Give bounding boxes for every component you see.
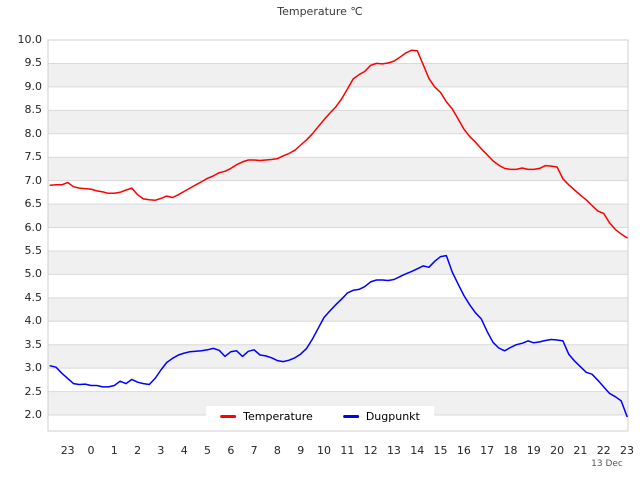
y-tick-label: 8.5	[24, 103, 43, 117]
temperature-line	[49, 49, 628, 239]
temperature-line-swatch	[220, 415, 237, 418]
plot-border	[47, 39, 629, 432]
y-tick-label: 4.0	[24, 314, 43, 328]
y-tick-label: 3.5	[24, 337, 43, 351]
y-tick-label: 4.5	[24, 290, 43, 304]
x-tick-label: 7	[250, 444, 258, 457]
x-tick-label: 0	[87, 444, 95, 457]
band	[48, 204, 628, 228]
x-tick-label: 12	[363, 444, 378, 457]
legend-item-dugpunkt: Dugpunkt	[342, 410, 420, 423]
band	[48, 63, 628, 87]
legend-label-temperature: Temperature	[243, 410, 313, 423]
x-tick-label: 15	[433, 444, 448, 457]
y-tick-label: 3.0	[24, 361, 43, 375]
x-tick-label: 11	[340, 444, 355, 457]
y-tick-label: 6.0	[24, 220, 43, 234]
x-tick-label: 10	[317, 444, 332, 457]
x-tick-label: 5	[204, 444, 212, 457]
x-tick-label: 21	[573, 444, 588, 457]
band	[48, 391, 628, 415]
y-tick-label: 7.5	[24, 150, 43, 164]
legend-label-dugpunkt: Dugpunkt	[365, 410, 420, 423]
x-tick-label: 4	[180, 444, 188, 457]
x-tick-label: 22	[596, 444, 611, 457]
x-axis-date-label: 13 Dec	[591, 459, 623, 469]
y-tick-label: 8.0	[24, 126, 43, 140]
y-tick-label: 5.5	[24, 243, 43, 257]
x-tick-label: 17	[480, 444, 495, 457]
y-tick-label: 10.0	[17, 33, 43, 46]
x-tick-label: 3	[157, 444, 165, 457]
x-tick-label: 20	[550, 444, 565, 457]
x-tick-label: 1	[110, 444, 118, 457]
x-tick-label: 14	[410, 444, 425, 457]
x-tick-label: 23	[60, 444, 75, 457]
y-tick-label: 7.0	[24, 173, 43, 187]
legend: Temperature Dugpunkt	[206, 406, 434, 427]
y-tick-label: 9.0	[24, 79, 43, 93]
y-tick-label: 2.5	[24, 384, 43, 398]
band	[48, 110, 628, 134]
x-tick-label: 8	[273, 444, 281, 457]
x-tick-label: 6	[227, 444, 235, 457]
legend-item-temperature: Temperature	[220, 410, 313, 423]
chart-title: Temperature ℃	[277, 5, 363, 18]
x-tick-label: 23	[619, 444, 634, 457]
band	[48, 344, 628, 369]
x-tick-label: 18	[503, 444, 518, 457]
band	[48, 297, 628, 322]
dugpunkt-line	[49, 254, 628, 418]
dugpunkt-line-swatch	[342, 415, 359, 418]
x-tick-label: 19	[526, 444, 541, 457]
band	[48, 250, 628, 275]
y-tick-label: 6.5	[24, 197, 43, 211]
y-tick-label: 2.0	[24, 408, 43, 421]
y-tick-label: 9.5	[24, 56, 43, 70]
x-tick-label: 9	[297, 444, 305, 457]
x-tick-label: 2	[134, 444, 142, 457]
x-tick-label: 16	[456, 444, 471, 457]
band	[48, 157, 628, 181]
x-tick-label: 13	[386, 444, 401, 457]
y-tick-label: 5.0	[24, 267, 43, 281]
